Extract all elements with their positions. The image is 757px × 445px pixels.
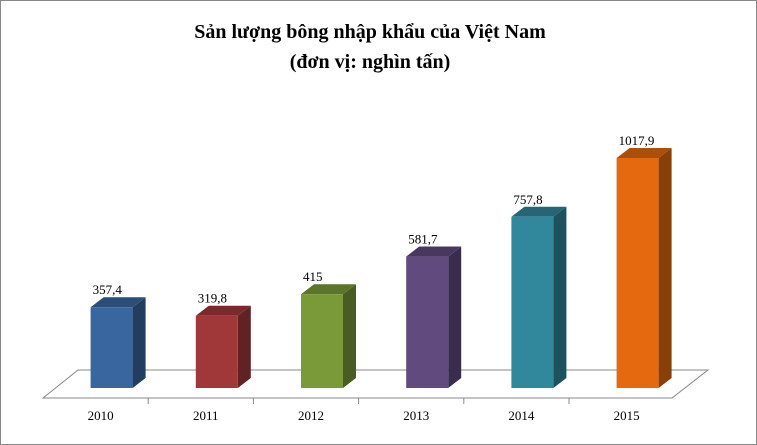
data-label: 357,4 (93, 282, 123, 297)
data-label: 581,7 (408, 232, 438, 247)
x-tick-label: 2012 (298, 408, 324, 423)
bar-side (448, 246, 462, 388)
bar-side (237, 305, 251, 388)
bar-top (511, 206, 567, 217)
bar (406, 256, 449, 388)
x-tick-label: 2014 (508, 408, 535, 423)
bar (195, 315, 238, 388)
x-tick-label: 2015 (614, 408, 640, 423)
bar-side (553, 206, 567, 388)
x-tick-label: 2011 (193, 408, 219, 423)
bar-top (406, 246, 462, 257)
bar-side (343, 284, 356, 388)
bar-top (90, 297, 146, 308)
bar (301, 294, 343, 388)
bar (511, 216, 554, 388)
bar-top (195, 305, 251, 316)
data-label: 757,8 (513, 192, 542, 207)
data-label: 1017,9 (619, 133, 655, 148)
bar-top (301, 284, 356, 295)
data-label: 319,8 (198, 291, 227, 306)
chart-subtitle: (đơn vị: nghìn tấn) (290, 51, 451, 73)
bar (90, 307, 133, 388)
bar (616, 158, 659, 388)
chart-title: Sản lượng bông nhập khẩu của Việt Nam (194, 21, 546, 43)
bar-top (616, 148, 672, 158)
data-label: 415 (303, 269, 323, 284)
x-tick-label: 2013 (403, 408, 429, 423)
bar-side (658, 148, 672, 388)
bar-side (132, 297, 146, 388)
x-tick-label: 2010 (88, 408, 114, 423)
